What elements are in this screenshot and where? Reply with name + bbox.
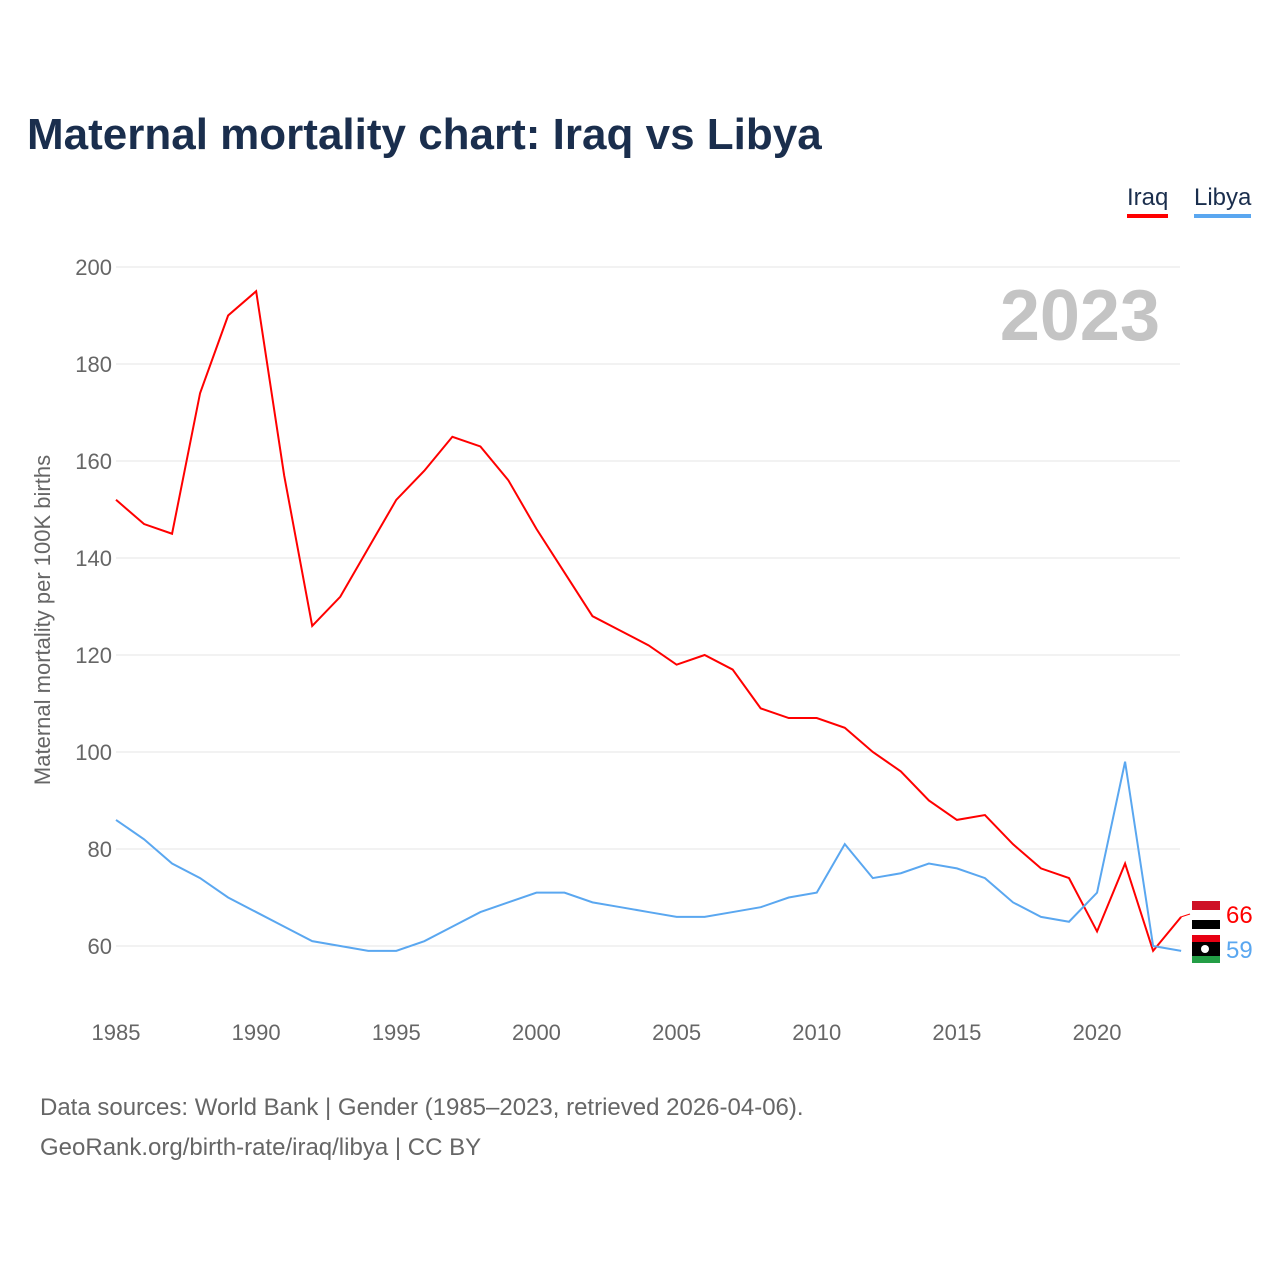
- iraq-flag-icon: [1192, 901, 1220, 910]
- libya-flag-icon: [1192, 956, 1220, 963]
- source-note: Data sources: World Bank | Gender (1985–…: [40, 1088, 804, 1168]
- legend-libya[interactable]: Libya: [1194, 184, 1252, 218]
- x-tick-label: 2005: [652, 1020, 701, 1045]
- y-tick-label: 100: [75, 740, 112, 765]
- libya-crescent-icon: [1201, 945, 1209, 953]
- y-tick-label: 200: [75, 255, 112, 280]
- libya-end-label: 59: [1226, 937, 1253, 964]
- x-tick-label: 2010: [792, 1020, 841, 1045]
- libya-flag-icon: [1192, 935, 1220, 942]
- iraq-leader: [1180, 913, 1191, 918]
- y-tick-label: 160: [75, 449, 112, 474]
- source-line-2[interactable]: GeoRank.org/birth-rate/iraq/libya | CC B…: [40, 1134, 482, 1161]
- y-tick-label: 180: [75, 352, 112, 377]
- x-tick-label: 1990: [232, 1020, 281, 1045]
- x-tick-label: 1995: [372, 1020, 421, 1045]
- chart-title: Maternal mortality chart: Iraq vs Libya: [27, 110, 822, 159]
- series-line-libya: [115, 761, 1182, 952]
- year-badge: 2023: [1000, 276, 1160, 356]
- iraq-end-label: 66: [1226, 902, 1253, 929]
- y-axis-label: Maternal mortality per 100K births: [30, 455, 55, 785]
- series-line-iraq: [115, 289, 1182, 953]
- x-tick-label: 1985: [92, 1020, 141, 1045]
- iraq-flag-icon: [1192, 910, 1220, 920]
- y-tick-label: 120: [75, 643, 112, 668]
- x-tick-label: 2015: [932, 1020, 981, 1045]
- y-tick-label: 140: [75, 546, 112, 571]
- x-tick-label: 2000: [512, 1020, 561, 1045]
- y-tick-label: 80: [88, 837, 112, 862]
- y-tick-label: 60: [88, 934, 112, 959]
- source-line-1: Data sources: World Bank | Gender (1985–…: [40, 1094, 804, 1121]
- x-tick-label: 2020: [1073, 1020, 1122, 1045]
- legend-iraq[interactable]: Iraq: [1127, 184, 1169, 218]
- iraq-flag-icon: [1192, 920, 1220, 929]
